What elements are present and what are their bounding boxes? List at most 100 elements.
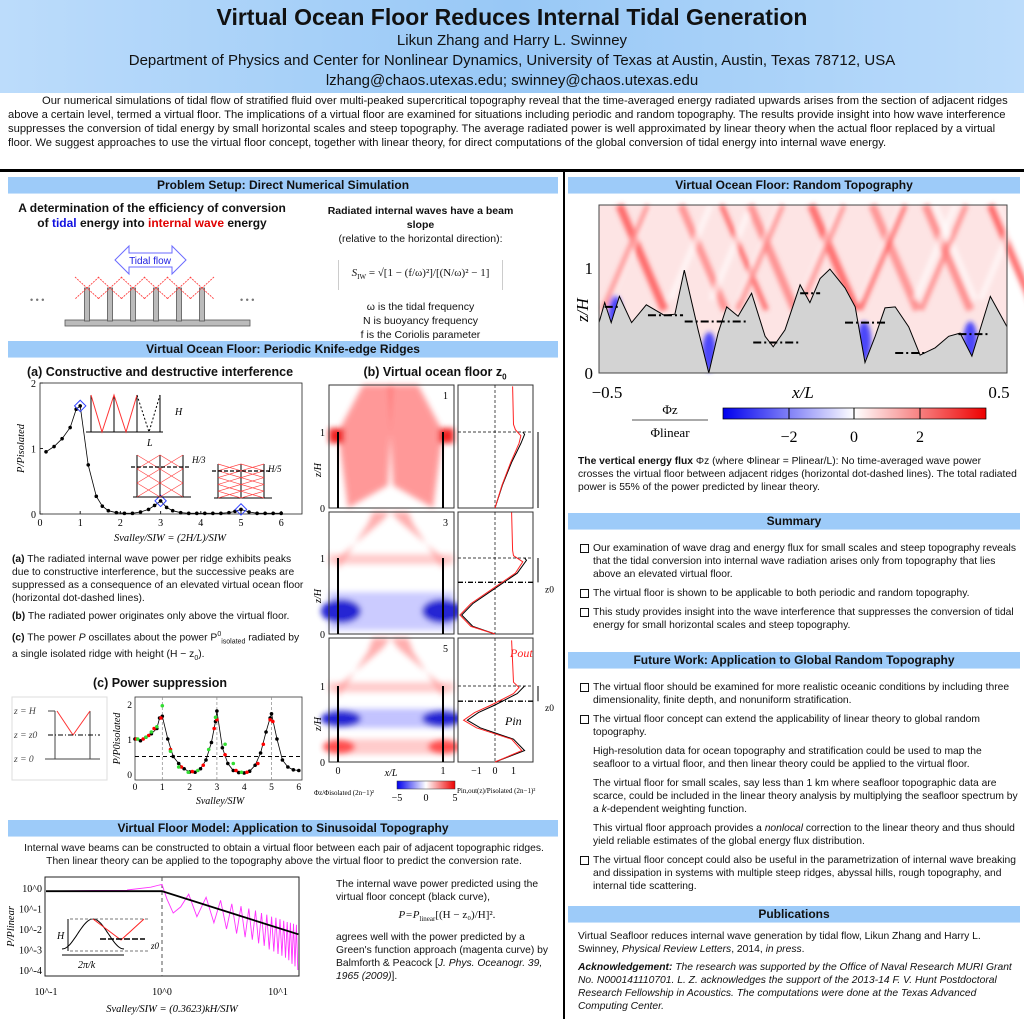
x-tick-label: 2 xyxy=(118,518,123,529)
data-point xyxy=(122,511,127,516)
legend-pout: Pout xyxy=(509,646,533,660)
publications: Virtual Seafloor reduces internal wave g… xyxy=(578,930,1018,1018)
data-point xyxy=(171,754,176,759)
text: J. Phys. Oceanogr. 39, 1965 (2009) xyxy=(336,958,543,983)
section-heading-periodic: Virtual Ocean Floor: Periodic Knife-edge… xyxy=(8,341,558,358)
inset-beam xyxy=(217,490,265,499)
text: energy xyxy=(224,216,267,230)
inset-beam xyxy=(92,918,145,941)
data-point xyxy=(198,766,203,771)
future-item: The virtual floor should be examined for… xyxy=(580,681,1020,707)
data-point xyxy=(168,749,173,754)
text: (c) xyxy=(12,632,25,644)
text: 0 xyxy=(194,655,199,663)
text: (b) xyxy=(12,611,26,622)
z0-label: z0 xyxy=(545,585,554,595)
y-tick-label: 1 xyxy=(585,259,594,278)
legend-pin: Pin xyxy=(504,714,522,728)
profile-frame xyxy=(457,511,534,635)
wave-beam xyxy=(97,276,123,300)
y-tick-label: 1 xyxy=(320,554,325,565)
flux-beam xyxy=(857,204,908,311)
divider xyxy=(0,169,1024,172)
x-tick-label: 2 xyxy=(187,783,192,793)
highlight-diamond xyxy=(154,494,167,508)
plot-frame xyxy=(598,204,1008,374)
flux-beam xyxy=(921,203,975,312)
x-tick-label: 10^1 xyxy=(268,987,288,998)
text: Physical Review Letters xyxy=(621,944,732,955)
x-axis-label: Svalley/SIW xyxy=(196,796,246,807)
text: The virtual floor is shown to be applica… xyxy=(593,588,970,599)
inset-frame xyxy=(11,696,108,781)
flux-band-negative xyxy=(329,708,454,728)
internal-wave-word: internal wave xyxy=(147,216,225,230)
poster-title: Virtual Ocean Floor Reduces Internal Tid… xyxy=(216,4,808,30)
x-tick-label: 0 xyxy=(336,766,341,777)
text: The radiated power originates only above… xyxy=(25,611,290,622)
text: (a) xyxy=(12,554,25,565)
fig-random-chart: 0 1 z/H −0.5 0.5 x/L −2 0 2 Φz Φlinear xyxy=(573,203,1024,446)
heatmap-frame xyxy=(328,384,455,509)
y-tick-label: 0 xyxy=(320,758,325,769)
checkbox-icon xyxy=(580,589,589,598)
p-out-curve xyxy=(459,512,524,635)
text: P=P xyxy=(398,909,420,921)
dots-left: • • • xyxy=(30,295,44,305)
data-point xyxy=(212,726,216,731)
publication-entry: Virtual Seafloor reduces internal wave g… xyxy=(578,930,1018,956)
topography-fill xyxy=(599,269,1007,373)
periodic-notes: (a) The radiated internal wave power per… xyxy=(12,553,307,671)
x-tick-label: 3 xyxy=(215,783,220,793)
fig-b-chart: 1 0 1 z/H 3 0 1 z/H z0 5 0 1 z/H z0 Pout Pin 0 1 x/L −1 0 1 −5… xyxy=(313,384,554,804)
data-point xyxy=(165,737,170,741)
y-tick-label: 10^-1 xyxy=(19,905,42,916)
inset-sinusoid xyxy=(61,918,125,950)
data-point xyxy=(275,737,279,741)
inset-label-k: 2π/k xyxy=(78,960,96,971)
dots-right: • • • xyxy=(240,295,254,305)
checkbox-icon xyxy=(580,683,589,692)
flux-beam xyxy=(676,203,730,312)
data-point xyxy=(247,769,252,773)
data-point xyxy=(146,507,151,512)
data-point xyxy=(114,510,119,515)
fig-sinus-chart: 10^-1 10^0 10^1 10^0 10^-1 10^-2 10^-3 10^-4 Sva… xyxy=(6,876,300,1015)
poster-header: Virtual Ocean Floor Reduces Internal Tid… xyxy=(0,0,1024,93)
affiliation: Department of Physics and Center for Non… xyxy=(128,52,896,69)
flux-gap xyxy=(912,203,959,301)
beam-slope-formula: SIW = √[1 − (f/ω)²]/[(N/ω)² − 1] xyxy=(338,260,503,291)
text: 0 xyxy=(217,631,222,638)
flux-negative xyxy=(321,599,361,624)
flux-gap xyxy=(993,203,1024,279)
text: Our examination of wave drag and energy … xyxy=(593,543,1016,580)
fig-b-title: (b) Virtual ocean floor z0 xyxy=(330,365,540,382)
heatmap-panel: 1 0 1 z/H xyxy=(313,384,539,515)
data-point xyxy=(239,507,243,512)
data-point xyxy=(193,770,197,775)
sinus-text-1: The internal wave power predicted using … xyxy=(336,879,539,903)
panel-n-label: 3 xyxy=(443,518,448,529)
flux-beam xyxy=(391,638,443,698)
var-omega: ω is the tidal frequency xyxy=(366,301,475,314)
profile-tick-label: 1 xyxy=(511,766,516,777)
data-point xyxy=(144,735,148,740)
ridge xyxy=(176,287,182,322)
data-point xyxy=(271,719,275,724)
data-point xyxy=(194,511,199,516)
data-point xyxy=(264,730,268,734)
sinus-text-2: agrees well with the power predicted by … xyxy=(336,931,558,983)
abstract: Our numerical simulations of tidal flow … xyxy=(8,95,1008,149)
flux-beam xyxy=(719,204,769,311)
tidal-flow-arrow xyxy=(114,244,187,276)
data-point xyxy=(239,770,244,775)
checkbox-icon xyxy=(580,544,589,553)
inset-label-H: H xyxy=(174,407,183,418)
var-n: N is buoyancy frequency xyxy=(363,315,478,328)
data-point xyxy=(60,436,64,441)
flux-beam xyxy=(338,385,393,508)
checkbox-icon xyxy=(580,608,589,617)
wave-beam xyxy=(189,276,215,300)
fig-c-chart: 0 1 2 3 4 5 6 0 1 2 Svalley/SIW P/P0isolated z = H z … xyxy=(11,696,303,807)
data-point xyxy=(149,730,154,734)
